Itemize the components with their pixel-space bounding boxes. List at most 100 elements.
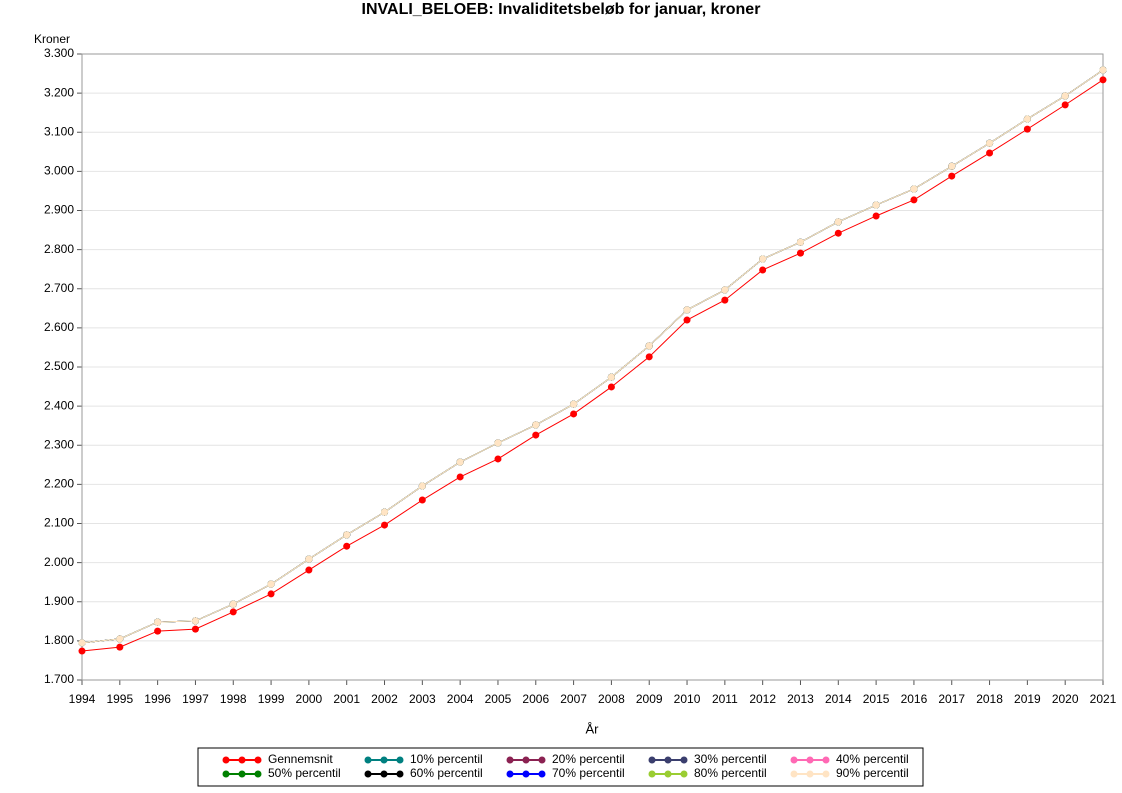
y-tick-label: 2.300 <box>44 437 74 451</box>
data-point <box>759 255 767 263</box>
series-line <box>81 69 1104 644</box>
data-point <box>570 410 578 418</box>
data-point <box>683 316 691 324</box>
x-tick-label: 2007 <box>560 692 587 706</box>
y-tick-label: 1.700 <box>44 672 74 686</box>
legend-marker <box>380 770 388 778</box>
data-point <box>872 212 880 220</box>
series-line <box>81 69 1104 644</box>
series-line <box>81 69 1104 644</box>
legend-marker <box>364 770 372 778</box>
legend-marker <box>538 756 546 764</box>
data-point <box>570 400 578 408</box>
data-point <box>721 296 729 304</box>
legend-label: 20% percentil <box>552 752 625 766</box>
data-point <box>1023 115 1031 123</box>
data-point <box>759 266 767 274</box>
data-point <box>381 521 389 529</box>
data-point <box>418 496 426 504</box>
data-point <box>343 542 351 550</box>
data-point <box>343 531 351 539</box>
x-tick-label: 2018 <box>976 692 1003 706</box>
data-point <box>1061 101 1069 109</box>
data-point <box>607 383 615 391</box>
data-point <box>229 608 237 616</box>
y-tick-label: 2.600 <box>44 320 74 334</box>
data-point <box>456 458 464 466</box>
legend-box <box>197 747 924 787</box>
y-tick-label: 1.900 <box>44 594 74 608</box>
chart-title: INVALI_BELOEB: Invaliditetsbeløb for jan… <box>362 1 761 18</box>
data-point <box>645 342 653 350</box>
legend-marker <box>506 756 514 764</box>
data-point <box>1099 66 1107 74</box>
series-line <box>81 69 1104 644</box>
legend-marker <box>222 770 230 778</box>
y-tick-label: 3.200 <box>44 85 74 99</box>
legend-marker <box>648 756 656 764</box>
data-point <box>607 373 615 381</box>
x-tick-label: 2004 <box>447 692 474 706</box>
x-tick-label: 2002 <box>371 692 398 706</box>
data-point <box>418 482 426 490</box>
x-tick-label: 1995 <box>106 692 133 706</box>
x-tick-label: 2016 <box>901 692 928 706</box>
legend-marker <box>396 770 404 778</box>
x-tick-label: 2017 <box>938 692 965 706</box>
legend-marker <box>238 756 246 764</box>
data-point <box>721 286 729 294</box>
legend-marker <box>790 770 798 778</box>
y-tick-label: 2.000 <box>44 555 74 569</box>
x-tick-label: 2013 <box>787 692 814 706</box>
y-tick-label: 3.000 <box>44 164 74 178</box>
x-tick-label: 1996 <box>144 692 171 706</box>
legend-label: 40% percentil <box>836 752 909 766</box>
legend-marker <box>680 770 688 778</box>
data-point <box>948 172 956 180</box>
data-point <box>796 238 804 246</box>
series-line <box>81 69 1104 644</box>
x-tick-label: 2009 <box>636 692 663 706</box>
data-point <box>494 439 502 447</box>
legend-marker <box>364 756 372 764</box>
series-line <box>81 79 1104 652</box>
legend-marker <box>664 756 672 764</box>
data-point <box>986 149 994 157</box>
x-tick-label: 2008 <box>598 692 625 706</box>
legend-label: 30% percentil <box>694 752 767 766</box>
data-point <box>381 508 389 516</box>
x-tick-label: 2020 <box>1052 692 1079 706</box>
data-point <box>872 201 880 209</box>
data-point <box>834 229 842 237</box>
data-point <box>796 249 804 257</box>
x-tick-label: 2005 <box>485 692 512 706</box>
series-line <box>81 69 1104 644</box>
data-point <box>154 627 162 635</box>
data-point <box>116 643 124 651</box>
legend-marker <box>238 770 246 778</box>
legend-marker <box>680 756 688 764</box>
legend-label: Gennemsnit <box>268 752 333 766</box>
data-point <box>532 431 540 439</box>
legend-marker <box>522 770 530 778</box>
data-point <box>78 639 86 647</box>
x-tick-label: 2011 <box>712 692 738 706</box>
legend-marker <box>664 770 672 778</box>
x-tick-label: 1999 <box>258 692 285 706</box>
series-line <box>81 69 1104 644</box>
y-tick-label: 2.400 <box>44 398 74 412</box>
plot-frame <box>81 53 1104 681</box>
data-point <box>834 218 842 226</box>
y-tick-label: 2.100 <box>44 516 74 530</box>
x-tick-label: 2001 <box>333 692 360 706</box>
legend-marker <box>222 756 230 764</box>
x-tick-label: 2010 <box>674 692 701 706</box>
legend-label: 50% percentil <box>268 766 341 780</box>
x-tick-label: 1998 <box>220 692 247 706</box>
data-point <box>305 566 313 574</box>
data-point <box>78 647 86 655</box>
x-tick-label: 2012 <box>749 692 776 706</box>
legend-marker <box>806 770 814 778</box>
